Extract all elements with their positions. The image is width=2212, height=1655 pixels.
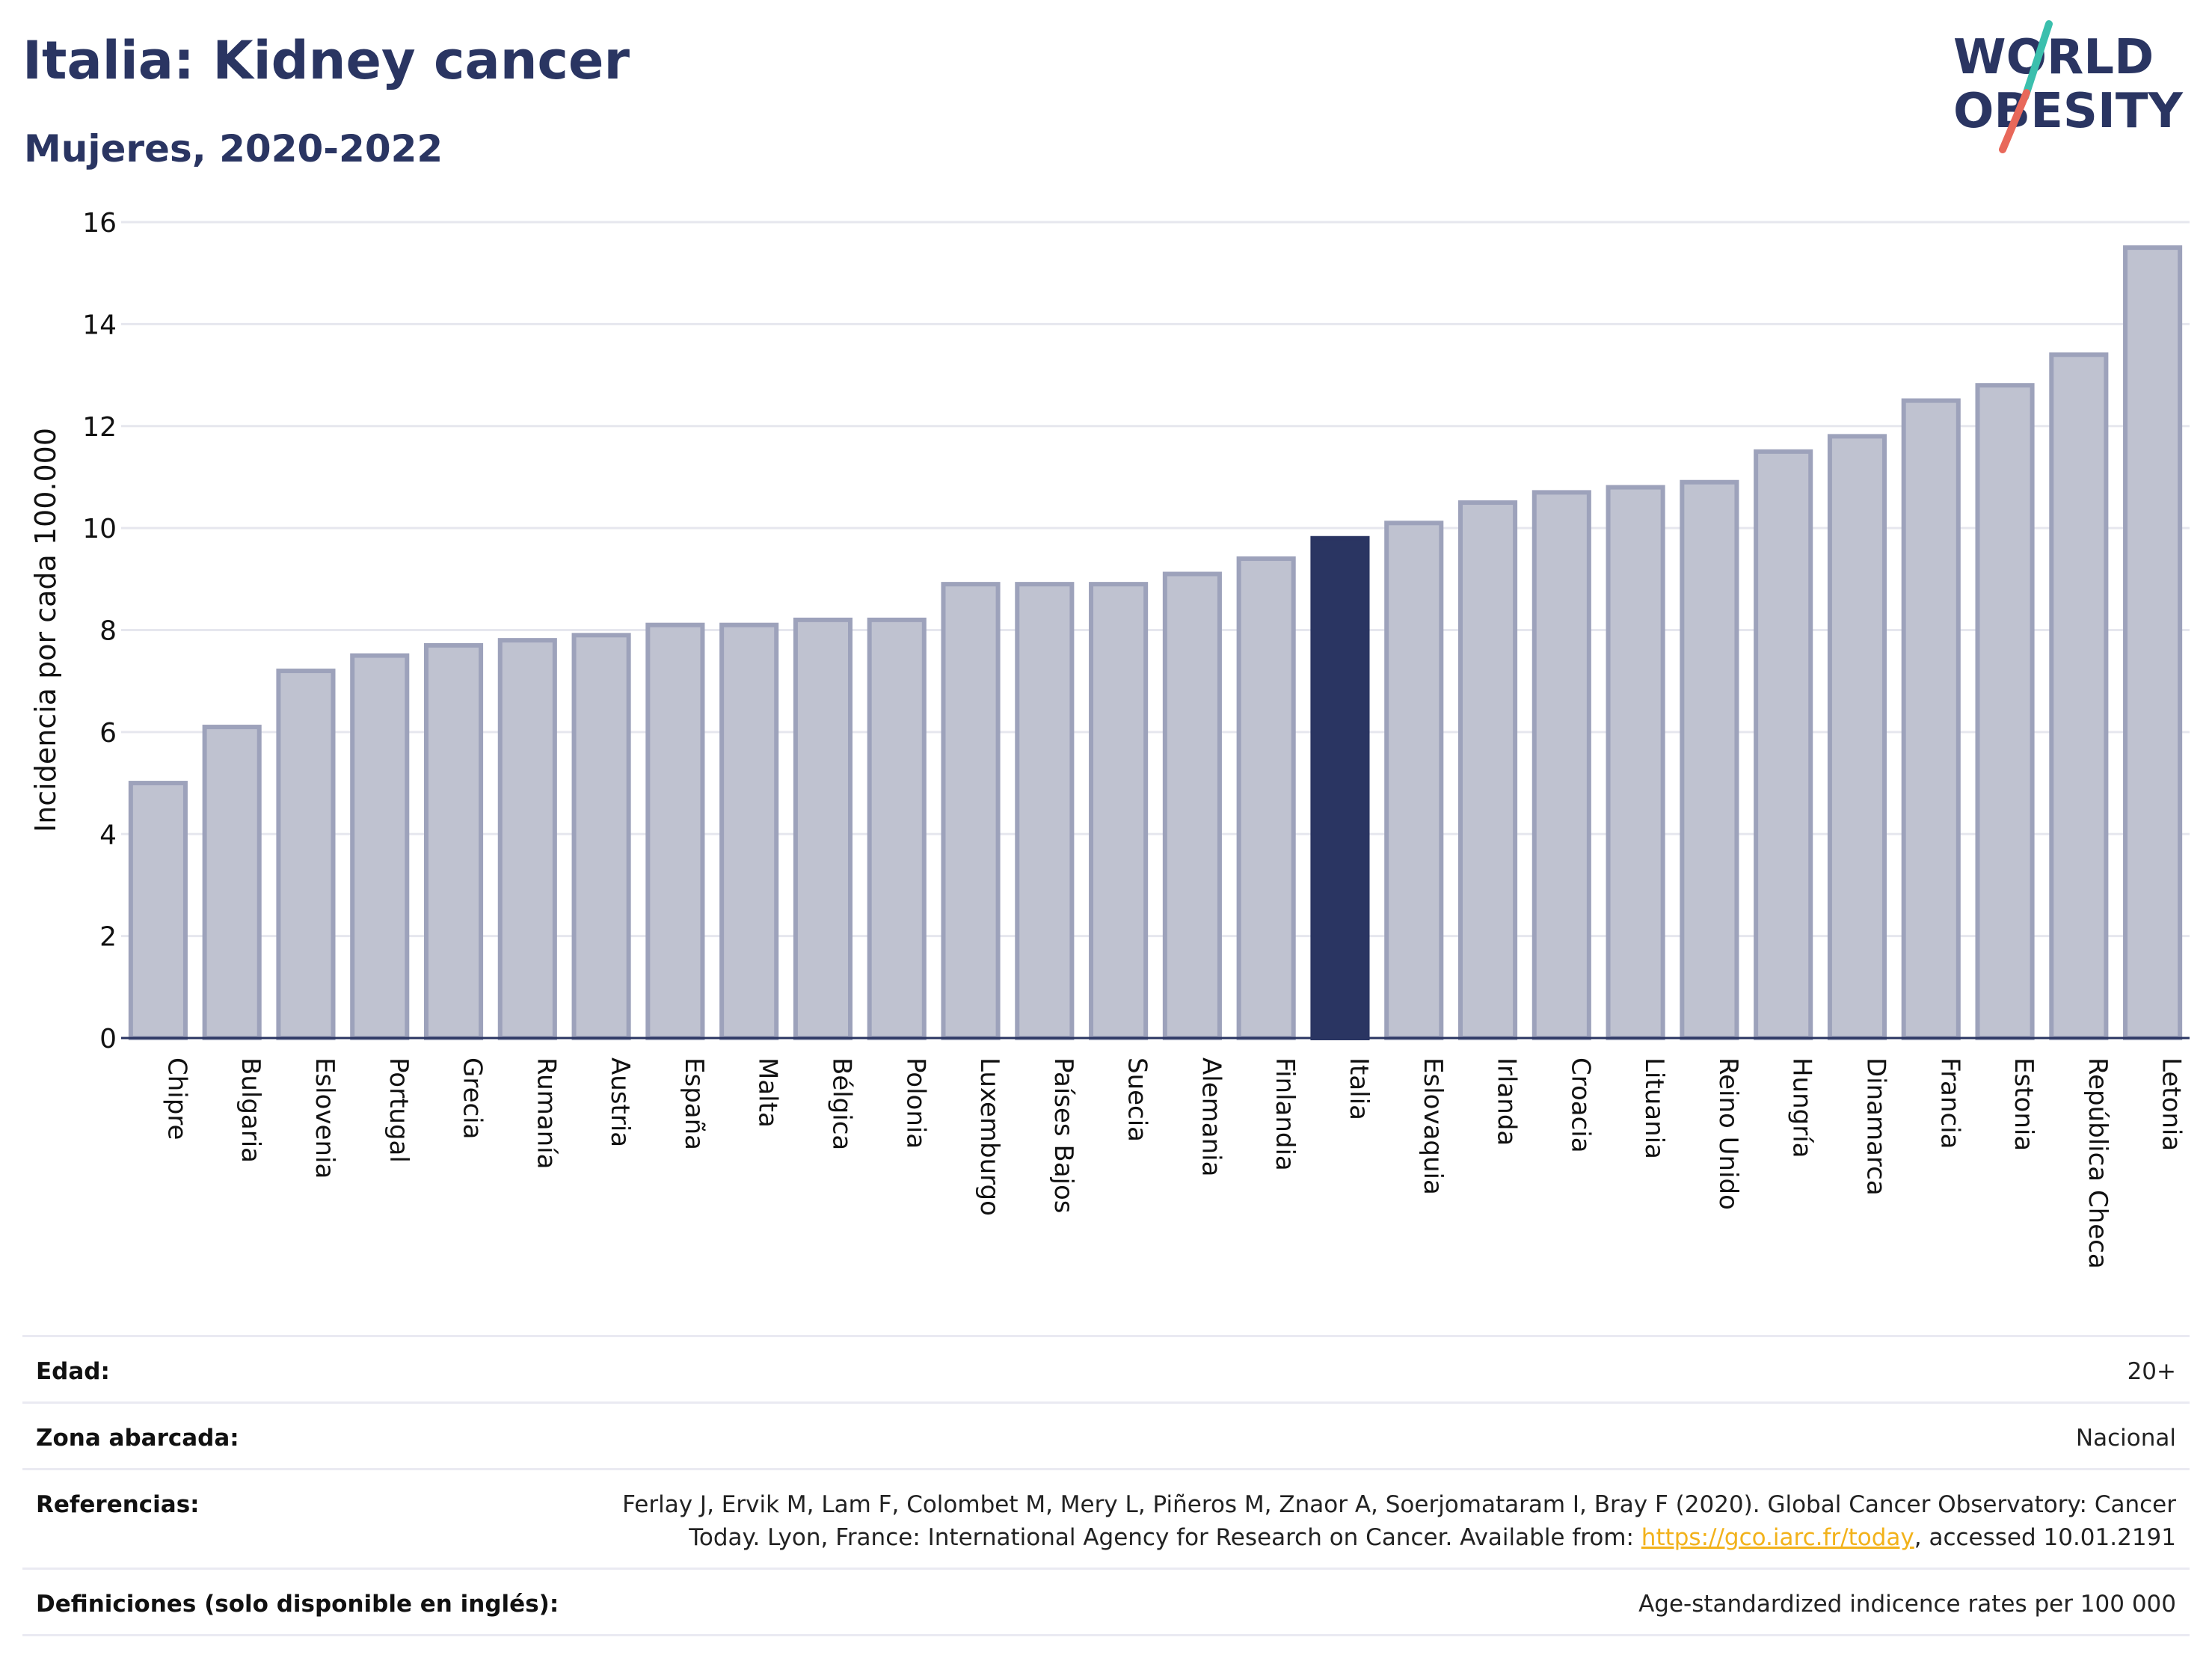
chart-title: Italia: Kidney cancer (22, 30, 630, 91)
x-tick-label: Lituania (1639, 1057, 1669, 1159)
y-tick-label: 6 (99, 718, 117, 749)
bar-bulgaria[interactable] (202, 725, 262, 1041)
bar-polonia[interactable] (867, 617, 927, 1040)
y-axis-ticks: 0 2 4 6 8 10 12 14 16 (82, 208, 117, 1054)
y-tick-label: 14 (82, 310, 117, 340)
bar-austria[interactable] (571, 633, 631, 1040)
metadata-table: Edad: 20+ Zona abarcada: Nacional Refere… (22, 1335, 2190, 1636)
logo-slash-bottom (1999, 89, 2030, 153)
footer-value-definitions: Age-standardized indicence rates per 100… (1638, 1591, 2176, 1618)
x-tick-label: Grecia (458, 1057, 488, 1139)
x-tick-label: Portugal (384, 1057, 414, 1163)
bar-república-checa[interactable] (2049, 352, 2109, 1041)
x-tick-label: Malta (753, 1057, 783, 1128)
bar-grecia[interactable] (423, 642, 484, 1040)
y-tick-label: 16 (82, 208, 117, 239)
x-tick-label: Irlanda (1492, 1057, 1522, 1146)
reference-text: Ferlay J, Ervik M, Lam F, Colombet M, Me… (622, 1491, 2176, 1551)
bar-suecia[interactable] (1089, 582, 1149, 1040)
y-tick-label: 4 (99, 820, 117, 850)
bar-luxemburgo[interactable] (941, 582, 1001, 1040)
bar-países-bajos[interactable] (1015, 582, 1075, 1040)
x-tick-label: Rumanía (531, 1057, 561, 1169)
footer-label-definitions: Definiciones (solo disponible en inglés)… (36, 1591, 559, 1618)
y-tick-label: 2 (99, 922, 117, 953)
x-tick-label: República Checa (2083, 1057, 2113, 1269)
bar-alemania[interactable] (1162, 571, 1222, 1040)
footer-row-area: Zona abarcada: Nacional (22, 1401, 2190, 1468)
logo-slash-top (2021, 20, 2053, 101)
footer-value-age: 20+ (2127, 1358, 2176, 1385)
bar-españa[interactable] (645, 622, 705, 1040)
x-tick-label: Bélgica (826, 1057, 856, 1150)
bar-eslovaquia[interactable] (1384, 521, 1444, 1040)
y-tick-label: 12 (82, 412, 117, 443)
bar-francia[interactable] (1901, 398, 1961, 1040)
bar-portugal[interactable] (350, 653, 410, 1040)
x-tick-label: Eslovenia (310, 1057, 340, 1179)
y-tick-label: 8 (99, 616, 117, 647)
footer-label-area: Zona abarcada: (36, 1425, 239, 1452)
footer-value-area: Nacional (2075, 1425, 2176, 1452)
bar-bélgica[interactable] (793, 617, 853, 1040)
x-tick-label: Luxemburgo (974, 1057, 1004, 1216)
bar-chart: 0 2 4 6 8 10 12 14 16 Chipre Bulgaria Eslovenia Por… (29, 208, 2190, 1269)
bars (128, 245, 2183, 1041)
x-tick-label: Finlandia (1270, 1057, 1300, 1171)
footer-value-references: Ferlay J, Ervik M, Lam F, Colombet M, Me… (568, 1488, 2176, 1554)
bar-lituania[interactable] (1606, 485, 1665, 1040)
x-tick-label: Alemania (1196, 1057, 1226, 1176)
reference-link[interactable]: https://gco.iarc.fr/today (1641, 1524, 1914, 1551)
footer-row-definitions: Definiciones (solo disponible en inglés)… (22, 1568, 2190, 1636)
reference-text-end: , accessed 10.01.2191 (1914, 1524, 2176, 1551)
x-tick-label: Croacia (1565, 1057, 1595, 1153)
x-tick-label: Reino Unido (1713, 1057, 1743, 1210)
footer-row-age: Edad: 20+ (22, 1335, 2190, 1401)
x-axis-labels: Chipre Bulgaria Eslovenia Portugal Grecia Rum… (162, 1057, 2186, 1269)
x-tick-label: Países Bajos (1048, 1057, 1078, 1214)
bar-dinamarca[interactable] (1827, 434, 1887, 1040)
chart-subtitle: Mujeres, 2020-2022 (24, 127, 443, 171)
y-tick-label: 0 (99, 1024, 117, 1054)
x-tick-label: España (679, 1057, 709, 1150)
x-tick-label: Dinamarca (1861, 1057, 1890, 1196)
footer-label-references: Referencias: (36, 1491, 200, 1518)
logo-line2: OBESITY (1953, 84, 2183, 139)
bar-reino-unido[interactable] (1680, 479, 1739, 1040)
bar-eslovenia[interactable] (276, 669, 336, 1040)
x-tick-label: Eslovaquia (1418, 1057, 1448, 1195)
bar-italia[interactable] (1310, 535, 1370, 1040)
bar-rumanía[interactable] (497, 638, 557, 1040)
x-tick-label: Suecia (1122, 1057, 1152, 1142)
bar-croacia[interactable] (1531, 490, 1591, 1040)
x-tick-label: Letonia (2157, 1057, 2187, 1151)
footer-row-references: Referencias: Ferlay J, Ervik M, Lam F, C… (22, 1468, 2190, 1568)
bar-irlanda[interactable] (1457, 500, 1518, 1040)
bar-finlandia[interactable] (1236, 556, 1296, 1040)
world-obesity-logo: WORLD OBESITY (1953, 20, 2183, 153)
x-tick-label: Hungría (1787, 1057, 1817, 1158)
x-tick-label: Chipre (162, 1057, 191, 1140)
bar-estonia[interactable] (1975, 383, 2035, 1040)
bar-hungría[interactable] (1754, 449, 1813, 1040)
y-axis-title: Incidencia por cada 100.000 (29, 428, 62, 832)
y-tick-label: 10 (82, 514, 117, 544)
logo-line1: WORLD (1953, 30, 2154, 85)
bar-malta[interactable] (719, 622, 779, 1040)
x-tick-label: Francia (1935, 1057, 1964, 1149)
footer-label-age: Edad: (36, 1358, 110, 1385)
x-tick-label: Austria (605, 1057, 635, 1147)
bar-chipre[interactable] (128, 781, 188, 1040)
x-tick-label: Estonia (2009, 1057, 2039, 1151)
x-tick-label: Polonia (900, 1057, 930, 1149)
bar-letonia[interactable] (2123, 245, 2183, 1040)
x-tick-label: Bulgaria (236, 1057, 265, 1163)
x-tick-label: Italia (1344, 1057, 1374, 1120)
